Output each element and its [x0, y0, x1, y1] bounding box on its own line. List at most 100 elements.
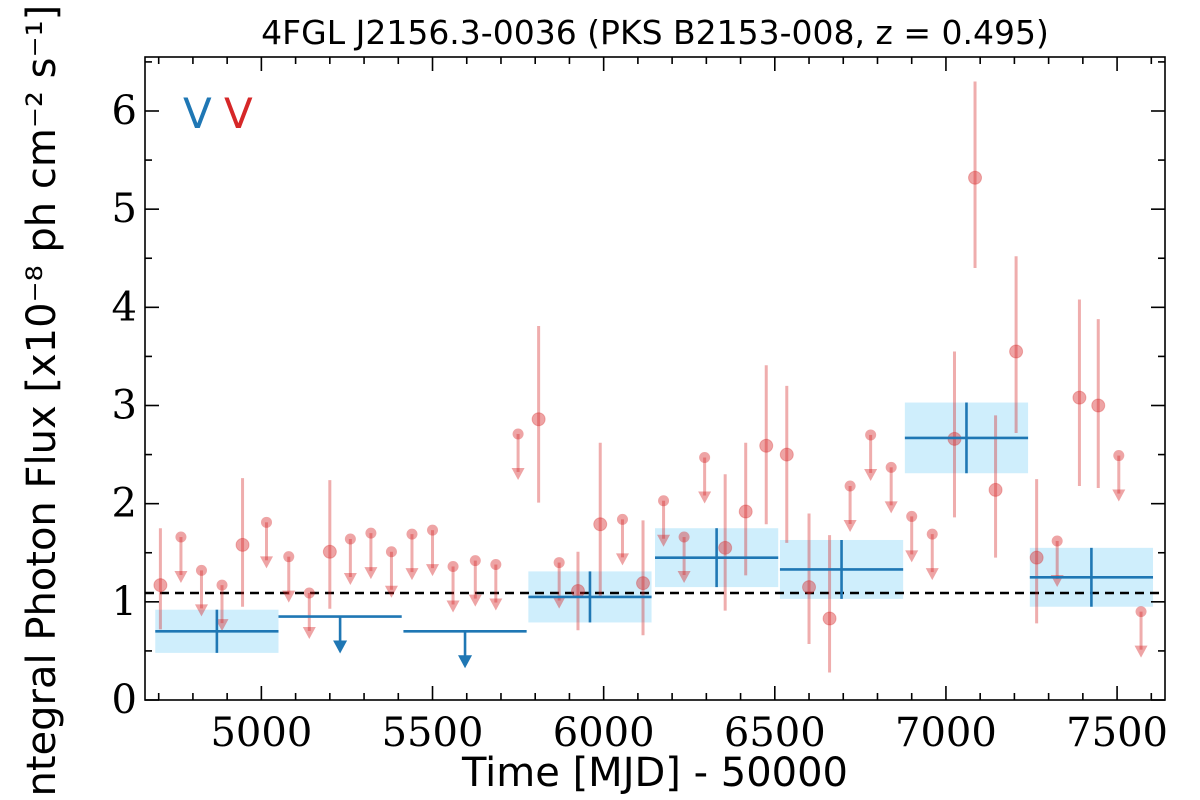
short-limit-arrow [1112, 489, 1126, 502]
plot-frame [144, 56, 1166, 701]
legend-marker-short: V [224, 89, 253, 138]
x-tick-label: 5000 [210, 710, 312, 756]
short-limit-point [469, 555, 481, 567]
legend-marker-long: V [183, 89, 212, 138]
short-limit-point [261, 516, 273, 528]
short-limit-arrow [884, 501, 898, 514]
y-tick-label: 0 [112, 677, 137, 723]
long-limit-arrow [333, 640, 348, 654]
x-tick-label: 7000 [895, 710, 997, 756]
short-point [759, 438, 774, 453]
short-limit-point [885, 461, 897, 473]
short-limit-point [216, 579, 228, 591]
short-limit-arrow [843, 519, 857, 532]
y-tick-label: 1 [112, 579, 137, 625]
x-tick-label: 5500 [382, 710, 484, 756]
short-limit-point [1113, 450, 1125, 462]
x-tick-label: 6000 [553, 710, 655, 756]
short-point [1029, 550, 1044, 565]
short-limit-arrow [384, 585, 398, 598]
short-point [1091, 398, 1106, 413]
short-point [968, 170, 983, 185]
short-limit-point [365, 527, 377, 539]
short-limit-arrow [364, 567, 378, 580]
y-axis-label: Integral Photon Flux [x10⁻⁸ ph cm⁻² s⁻¹] [19, 5, 65, 800]
short-limit-arrow [215, 619, 229, 632]
short-point [1009, 344, 1024, 359]
short-point [235, 537, 250, 552]
y-tick-label: 2 [112, 481, 137, 527]
short-limit-arrow [302, 626, 316, 639]
short-point [988, 482, 1003, 497]
short-point [718, 540, 733, 555]
short-limit-point [195, 564, 207, 576]
axis-ticks [145, 57, 1165, 701]
short-limit-point [678, 531, 690, 543]
short-limit-arrow [698, 491, 712, 504]
short-limit-point [699, 452, 711, 464]
short-limit-arrow [677, 571, 691, 584]
short-limit-point [658, 495, 670, 507]
short-point [738, 504, 753, 519]
short-limit-point [490, 559, 502, 571]
y-tick-label: 4 [112, 284, 137, 330]
short-limit-arrow [864, 468, 878, 481]
short-limit-arrow [426, 564, 440, 577]
short-limit-arrow [343, 573, 357, 586]
short-limit-arrow [511, 467, 525, 480]
short-limit-point [926, 528, 938, 540]
short-limit-point [844, 480, 856, 492]
short-limit-arrow [405, 568, 419, 581]
short-limit-arrow [657, 534, 671, 547]
short-limit-arrow [282, 590, 296, 603]
short-limit-point [303, 587, 315, 599]
y-tick-label: 3 [112, 382, 137, 428]
short-limit-arrow [468, 594, 482, 607]
short-limit-point [175, 531, 187, 543]
short-point [153, 578, 168, 593]
x-tick-label: 7500 [1066, 710, 1168, 756]
short-point [779, 447, 794, 462]
short-limit-point [512, 428, 524, 440]
short-point [531, 412, 546, 427]
short-limit-point [385, 546, 397, 558]
x-axis-label: Time [MJD] - 50000 [461, 750, 848, 796]
short-point [636, 576, 651, 591]
short-limit-arrow [194, 604, 208, 617]
short-point [593, 517, 608, 532]
short-limit-point [283, 551, 295, 563]
short-point [802, 580, 817, 595]
y-tick-label: 5 [112, 186, 137, 232]
short-limit-point [344, 533, 356, 545]
short-limit-point [447, 560, 459, 572]
short-limit-point [427, 524, 439, 536]
x-tick-labels: 5000 5500 6000 6500 7000 7500 [210, 710, 1168, 756]
short-limit-arrow [615, 553, 629, 566]
long-bin-series [155, 402, 1154, 669]
short-limit-point [616, 513, 628, 525]
short-limit-arrow [260, 556, 274, 569]
short-point [570, 584, 585, 599]
short-point [322, 544, 337, 559]
short-limit-point [1051, 535, 1063, 547]
short-limit-point [906, 510, 918, 522]
y-tick-labels: 0 1 2 3 4 5 6 [112, 88, 137, 723]
short-limit-point [1135, 606, 1147, 618]
short-limit-arrow [174, 571, 188, 584]
short-limit-arrow [1134, 645, 1148, 658]
short-bin-series [153, 81, 1148, 673]
short-limit-arrow [489, 598, 503, 611]
short-limit-arrow [925, 568, 939, 581]
short-limit-point [406, 528, 418, 540]
short-point [822, 611, 837, 626]
chart-title: 4FGL J2156.3-0036 (PKS B2153-008, z = 0.… [261, 13, 1049, 52]
long-limit-arrow [458, 655, 473, 669]
short-limit-point [865, 429, 877, 441]
short-limit-arrow [552, 596, 566, 609]
short-limit-arrow [905, 550, 919, 563]
x-tick-label: 6500 [724, 710, 826, 756]
short-point [1072, 390, 1087, 405]
short-limit-point [553, 557, 565, 569]
y-tick-label: 6 [112, 88, 137, 134]
